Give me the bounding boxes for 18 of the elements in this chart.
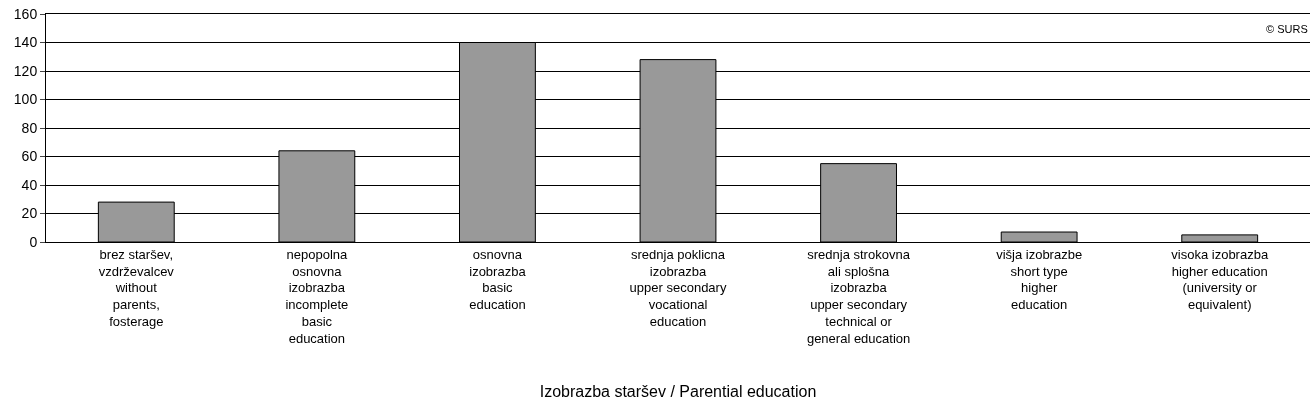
x-tick-label: visoka izobrazba higher education (university or equivalent) [1171, 246, 1269, 313]
annotation: © SURS [1266, 23, 1308, 35]
y-tick-label: 100 [13, 91, 38, 108]
x-tick-label: srednja strokovna ali splošna izobrazba upper secondary technical or general education [806, 246, 911, 347]
y-tick-label: 140 [13, 34, 38, 51]
y-tick-label: 160 [13, 5, 38, 22]
y-tick-label: 40 [21, 176, 38, 193]
x-tick-label: višja izobrazbe short type higher education [996, 246, 1083, 313]
y-tick-label: 80 [21, 119, 38, 136]
y-tick-label: 120 [13, 62, 38, 79]
x-tick-label: brez staršev, vzdrževalcev without parents, fosterage [98, 246, 175, 330]
y-tick-label: 60 [21, 148, 38, 165]
x-axis-title: Izobrazba staršev / Parential education [539, 382, 817, 400]
y-tick-label: 0 [29, 233, 38, 250]
x-tick-label: nepopolna osnovna izobrazba incomplete basic education [285, 246, 349, 347]
x-tick-label: srednja poklicna izobrazba upper secondary vocational education [629, 246, 727, 330]
x-tick-label: osnovna izobrazba basic education [469, 246, 527, 313]
y-tick-label: 20 [21, 205, 38, 222]
